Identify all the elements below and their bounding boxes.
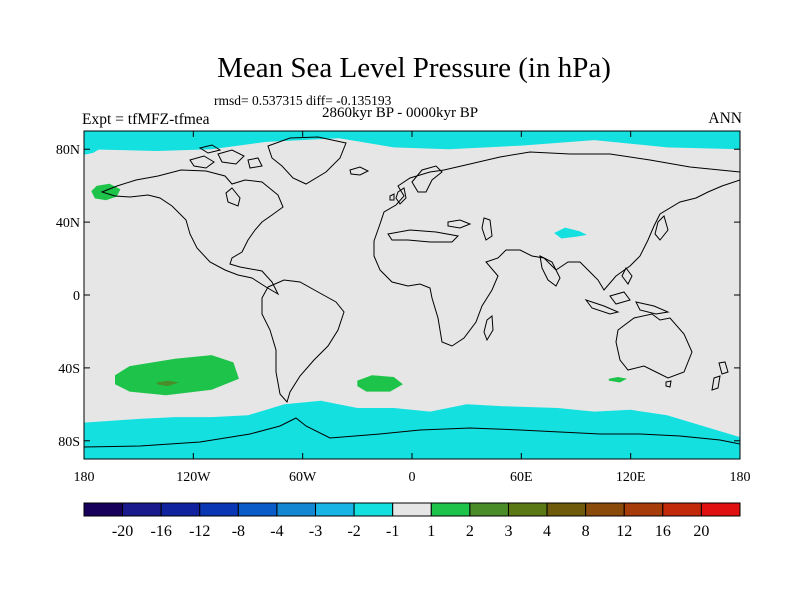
y-axis: 80N 40N 0 40S 80S: [56, 143, 740, 450]
y-tick-label: 40N: [56, 216, 80, 231]
colorbar-label: 1: [427, 523, 435, 540]
anomaly-regions: [84, 131, 740, 459]
colorbar-label: 8: [582, 523, 590, 540]
x-axis: 180 120W 60W 0 60E 120E 180: [74, 131, 751, 485]
colorbar-label: -20: [112, 523, 133, 540]
coastline-caspian-sea: [481, 217, 493, 241]
colorbar-swatch: [83, 502, 124, 517]
colorbar-swatch: [585, 502, 625, 517]
colorbar: -20 -16 -12 -8 -4 -3 -2 -1 1 2 3 4 8 12 16 20: [83, 502, 741, 540]
coastline-north-america: [100, 169, 284, 296]
colorbar-label: 4: [543, 523, 551, 540]
coastline-arctic-islands: [189, 144, 263, 169]
colorbar-label: -12: [189, 523, 210, 540]
colorbar-swatch: [392, 502, 432, 517]
region-arctic-negative: [84, 131, 740, 151]
coastline-british-isles: [389, 187, 407, 205]
coastlines: [84, 136, 740, 448]
coastline-hudson-bay: [225, 187, 241, 207]
season-label: ANN: [708, 110, 742, 127]
coastline-greenland: [267, 136, 347, 185]
colorbar-swatch: [546, 502, 587, 517]
x-tick-label: 180: [730, 470, 751, 485]
coastline-antarctica: [84, 417, 740, 448]
region-south-atlantic-positive: [357, 375, 403, 392]
x-tick-label: 180: [74, 470, 95, 485]
stats-label: rmsd= 0.537315 diff= -0.135193: [214, 93, 392, 108]
map-area: [83, 130, 741, 460]
y-tick-label: 0: [73, 289, 80, 304]
colorbar-label: -8: [232, 523, 245, 540]
colorbar-swatch: [237, 502, 278, 517]
colorbar-label: -2: [347, 523, 360, 540]
colorbar-swatch: [315, 502, 355, 517]
x-tick-label: 60W: [289, 470, 317, 485]
colorbar-label: 3: [504, 523, 512, 540]
colorbar-label: 16: [655, 523, 671, 540]
colorbar-swatch: [430, 502, 471, 517]
coastline-india: [539, 255, 561, 287]
colorbar-swatch: [662, 502, 702, 517]
period-label: 2860kyr BP - 0000kyr BP: [322, 105, 479, 121]
coastline-australia: [615, 313, 693, 379]
colorbar-swatch: [469, 502, 509, 517]
coastline-black-sea: [447, 219, 472, 229]
y-tick-label: 40S: [58, 362, 80, 377]
x-tick-label: 120E: [616, 470, 646, 485]
colorbar-label: 2: [466, 523, 474, 540]
coastline-mediterranean: [387, 229, 460, 243]
coastline-madagascar: [483, 315, 494, 342]
region-tibet-negative: [554, 227, 587, 239]
coastline-eurasia-africa: [373, 151, 740, 347]
colorbar-label: -4: [270, 523, 283, 540]
colorbar-label: -16: [151, 523, 172, 540]
region-south-pacific-positive: [115, 355, 239, 396]
region-antarctic-negative: [84, 400, 740, 459]
chart-title: Mean Sea Level Pressure (in hPa): [217, 52, 611, 84]
coastline-indonesia: [584, 267, 670, 315]
colorbar-swatch: [700, 502, 741, 517]
coastline-tasmania: [665, 380, 672, 388]
region-south-pacific-core: [156, 380, 179, 387]
colorbar-swatch: [122, 502, 162, 517]
experiment-label: Expt = tfMFZ-tfmea: [82, 111, 210, 128]
y-tick-label: 80S: [58, 435, 80, 450]
colorbar-swatch: [276, 502, 317, 517]
x-tick-label: 0: [409, 470, 416, 485]
colorbar-swatch: [507, 502, 548, 517]
x-tick-label: 120W: [176, 470, 211, 485]
coastline-japan: [654, 215, 669, 241]
coastline-south-america: [261, 279, 345, 404]
coastline-iceland: [349, 166, 370, 176]
colorbar-swatch: [353, 502, 394, 517]
colorbar-label: 12: [616, 523, 632, 540]
map-background: [84, 131, 740, 459]
colorbar-swatch: [623, 502, 664, 517]
colorbar-label: -1: [386, 523, 399, 540]
colorbar-swatch: [199, 502, 239, 517]
coastline-scandinavia: [411, 165, 443, 193]
coastline-new-zealand: [711, 361, 729, 391]
colorbar-label: 20: [693, 523, 709, 540]
x-tick-label: 60E: [510, 470, 533, 485]
colorbar-label: -3: [309, 523, 322, 540]
colorbar-swatch: [160, 502, 201, 517]
region-indian-ocean-positive: [608, 377, 627, 383]
y-tick-label: 80N: [56, 143, 80, 158]
